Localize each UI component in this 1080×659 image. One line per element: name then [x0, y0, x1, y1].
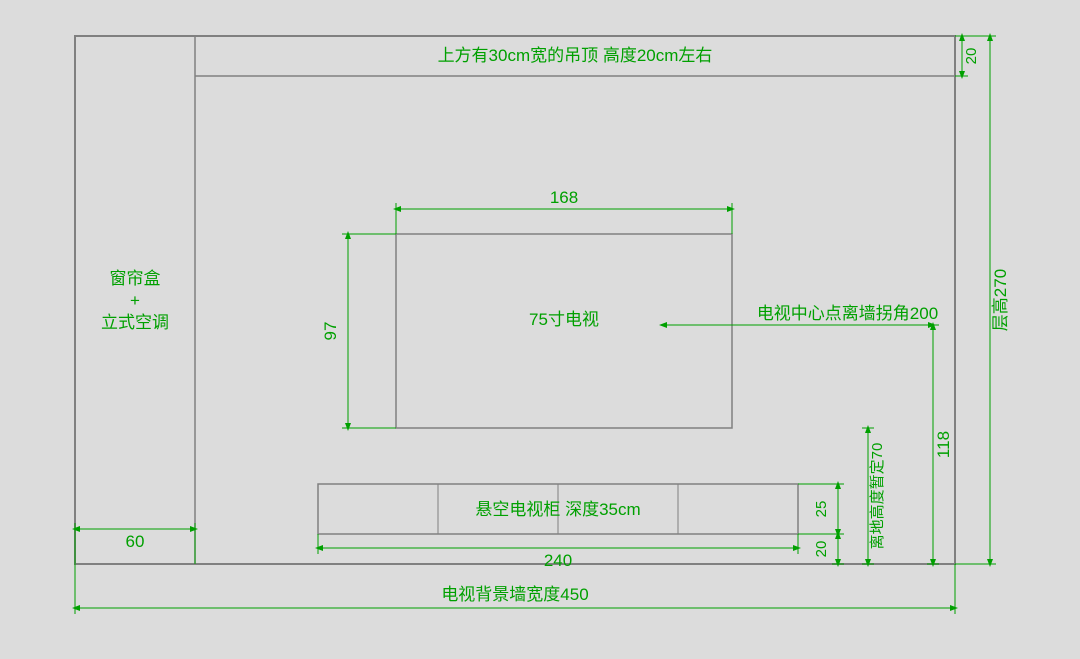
curtain-label: +	[130, 291, 140, 310]
cabinet-height: 25	[813, 501, 830, 518]
ceiling-note: 上方有30cm宽的吊顶 高度20cm左右	[438, 46, 713, 65]
ground-70-label: 离地高度暂定70	[869, 443, 886, 550]
curtain-width: 60	[126, 532, 145, 551]
tv-width: 168	[550, 188, 578, 207]
tv-outline	[396, 234, 732, 428]
tv-label: 75寸电视	[529, 310, 599, 329]
wall-width-450: 电视背景墙宽度450	[441, 585, 588, 604]
cabinet-width: 240	[544, 551, 572, 570]
tv-height: 97	[321, 322, 340, 341]
tv-center-note: 电视中心点离墙拐角200	[757, 304, 938, 323]
tv-center-height-118: 118	[934, 431, 953, 458]
floor-height-270: 层高270	[991, 269, 1010, 331]
cabinet-label: 悬空电视柜 深度35cm	[475, 500, 640, 519]
ceiling-drop-20: 20	[963, 48, 980, 65]
curtain-label: 窗帘盒	[110, 269, 161, 288]
curtain-label: 立式空调	[101, 313, 169, 332]
cabinet-ground-gap: 20	[813, 541, 830, 558]
wall-outline	[75, 36, 955, 564]
